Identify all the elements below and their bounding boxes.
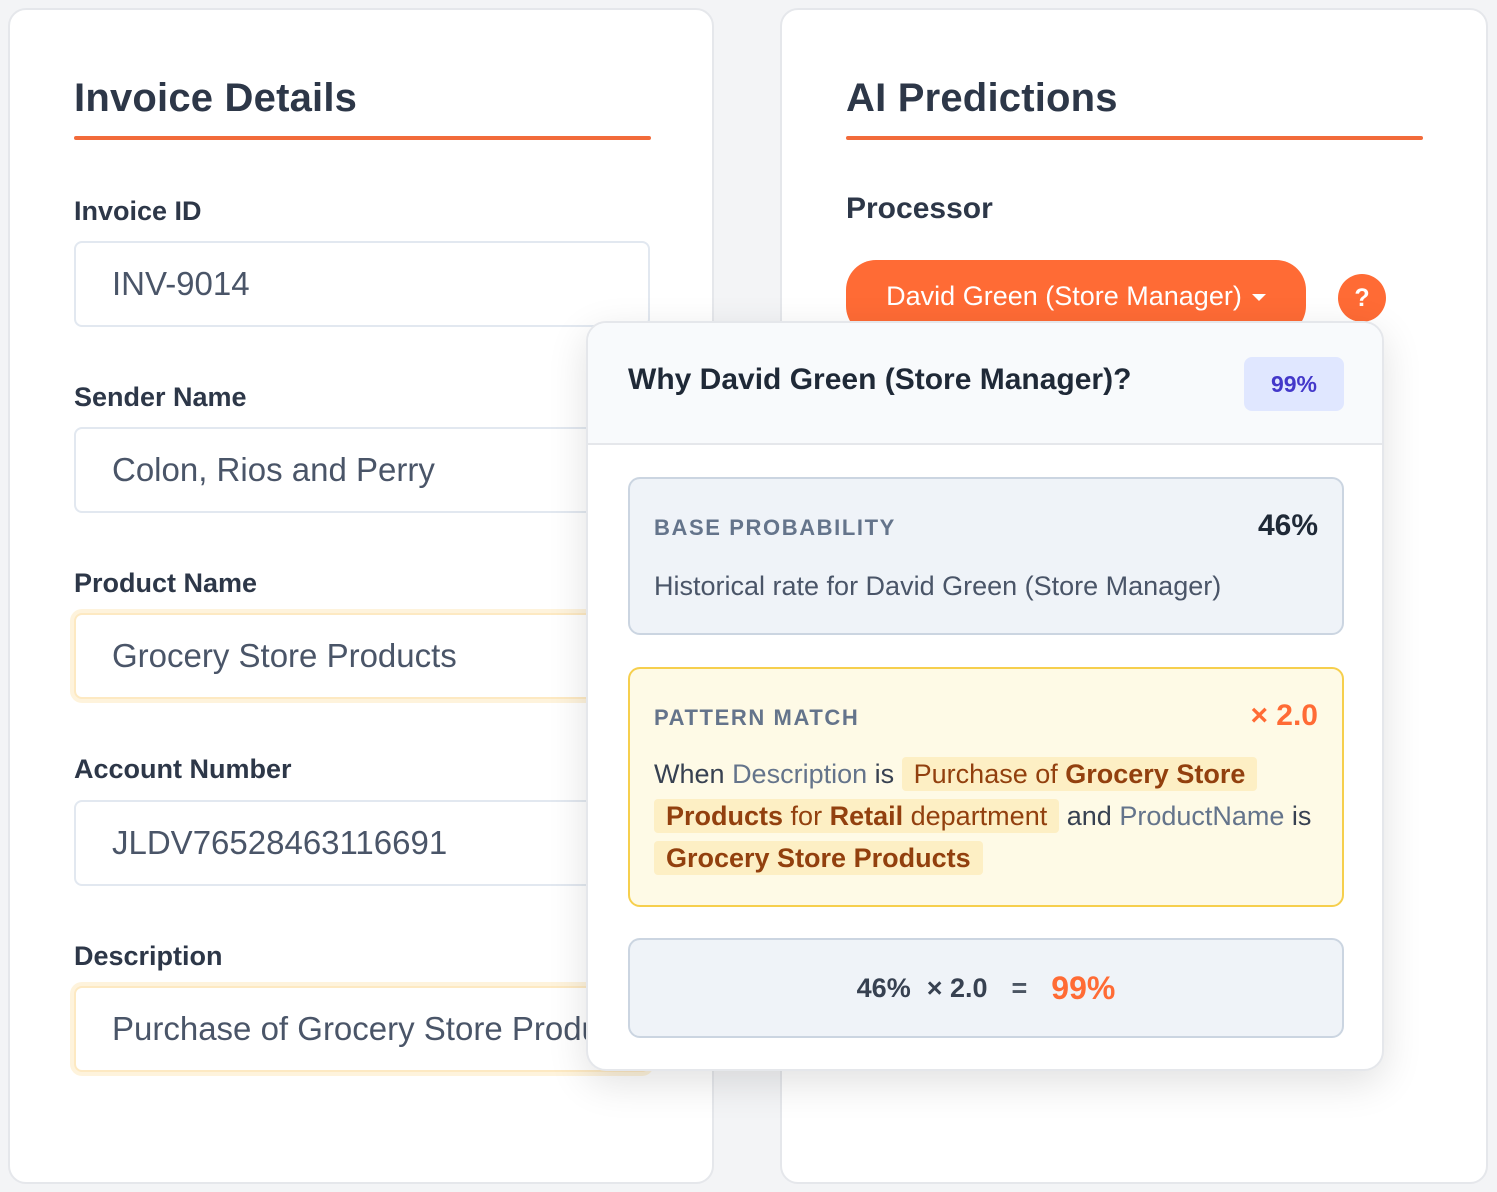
- account-number-label: Account Number: [74, 754, 292, 784]
- calc-equals: =: [1011, 972, 1028, 1003]
- processor-value: David Green (Store Manager): [886, 280, 1242, 311]
- base-probability-value: 46%: [1257, 509, 1318, 542]
- sender-name-label: Sender Name: [74, 382, 247, 412]
- title-divider: [74, 136, 651, 140]
- prediction-explanation-popover: Why David Green (Store Manager)? 99% BAS…: [586, 321, 1384, 1071]
- pattern-match-rule: When Description is Purchase of Grocery …: [654, 753, 1326, 879]
- base-probability-card: BASE PROBABILITY 46% Historical rate for…: [628, 477, 1344, 635]
- calculation-row: 46% × 2.0 = 99%: [630, 940, 1342, 1036]
- calculation-summary-card: 46% × 2.0 = 99%: [628, 938, 1344, 1038]
- base-probability-description: Historical rate for David Green (Store M…: [654, 571, 1222, 601]
- chevron-down-icon: [1251, 293, 1266, 301]
- pattern-multiplier: × 2.0: [1250, 699, 1318, 732]
- popover-header: Why David Green (Store Manager)? 99%: [588, 323, 1382, 445]
- pattern-match-label: PATTERN MATCH: [654, 705, 860, 730]
- rule-value-productname: Grocery Store Products: [654, 841, 983, 875]
- description-input[interactable]: Purchase of Grocery Store Products for R…: [74, 986, 650, 1072]
- confidence-badge: 99%: [1244, 357, 1344, 411]
- rule-is: is: [1291, 801, 1312, 831]
- calc-multiplier: × 2.0: [926, 972, 988, 1003]
- description-label: Description: [74, 941, 223, 971]
- base-probability-label: BASE PROBABILITY: [654, 515, 896, 540]
- invoice-details-title: Invoice Details: [74, 76, 358, 120]
- rule-when: When: [654, 759, 725, 789]
- product-name-label: Product Name: [74, 568, 258, 598]
- sender-name-input[interactable]: Colon, Rios and Perry: [74, 427, 650, 513]
- invoice-id-input[interactable]: INV-9014: [74, 241, 650, 327]
- ai-predictions-title: AI Predictions: [846, 76, 1118, 120]
- pattern-match-card: PATTERN MATCH × 2.0 When Description is …: [628, 667, 1344, 907]
- account-number-input[interactable]: JLDV76528463116691: [74, 800, 650, 886]
- calc-result: 99%: [1051, 969, 1116, 1006]
- rule-is: is: [874, 759, 895, 789]
- rule-and: and: [1066, 801, 1112, 831]
- title-divider: [846, 136, 1423, 140]
- invoice-id-label: Invoice ID: [74, 196, 202, 226]
- popover-title: Why David Green (Store Manager)?: [628, 363, 1132, 396]
- processor-label: Processor: [846, 192, 993, 225]
- help-icon[interactable]: ?: [1338, 274, 1386, 322]
- product-name-input[interactable]: Grocery Store Products: [74, 613, 650, 699]
- rule-field-productname: ProductName: [1119, 801, 1285, 831]
- rule-field-description: Description: [732, 759, 868, 789]
- calc-base: 46%: [856, 972, 911, 1003]
